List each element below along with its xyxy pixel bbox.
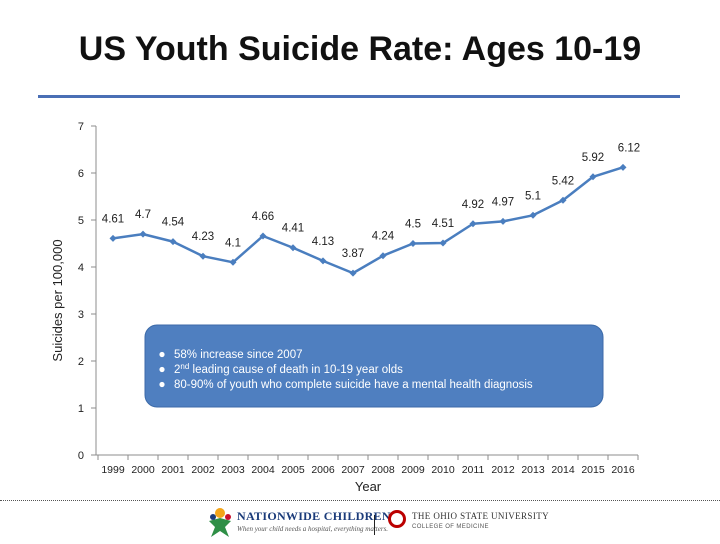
x-tick-label: 2010 <box>431 464 455 476</box>
data-point <box>259 232 267 240</box>
data-label: 4.66 <box>252 211 274 223</box>
y-tick-label: 4 <box>78 262 84 274</box>
x-tick-label: 2013 <box>521 464 545 476</box>
data-point <box>289 244 297 252</box>
data-label: 5.1 <box>525 190 541 202</box>
x-tick-label: 2014 <box>551 464 575 476</box>
y-tick-label: 6 <box>78 168 84 180</box>
data-point <box>619 163 627 171</box>
data-point <box>379 252 387 260</box>
data-label: 4.92 <box>462 199 484 211</box>
data-label: 4.13 <box>312 236 334 248</box>
data-point <box>319 257 327 265</box>
annotation-bullet-text: 80-90% of youth who complete suicide hav… <box>174 379 533 391</box>
data-label: 4.23 <box>192 231 214 243</box>
data-point <box>349 269 357 277</box>
x-tick-label: 2003 <box>221 464 245 476</box>
data-point <box>139 230 147 238</box>
data-label: 4.24 <box>372 231 395 243</box>
y-tick-label: 1 <box>78 403 84 415</box>
bullet-icon <box>159 381 165 388</box>
x-tick-label: 2011 <box>462 464 485 476</box>
title-underline <box>38 95 680 98</box>
ohio-state-subtitle: COLLEGE OF MEDICINE <box>412 524 489 530</box>
y-tick-label: 2 <box>78 356 84 368</box>
data-label: 4.1 <box>225 237 241 249</box>
data-label: 6.12 <box>618 142 640 154</box>
data-label: 3.87 <box>342 248 364 260</box>
x-tick-label: 2004 <box>251 464 275 476</box>
annotation-box <box>144 324 604 408</box>
data-point <box>589 173 597 181</box>
slide-title: US Youth Suicide Rate: Ages 10-19 <box>78 30 642 68</box>
data-label: 4.61 <box>102 213 124 225</box>
data-point <box>499 217 507 225</box>
ohio-state-logo: THE OHIO STATE UNIVERSITY COLLEGE OF MED… <box>388 508 549 538</box>
x-tick-label: 2016 <box>611 464 635 476</box>
data-label: 4.5 <box>405 219 421 231</box>
y-axis-title: Suicides per 100,000 <box>50 239 65 361</box>
x-tick-label: 2001 <box>161 464 185 476</box>
footer-divider <box>0 500 720 501</box>
x-tick-label: 2012 <box>491 464 515 476</box>
data-point <box>109 234 117 242</box>
data-label: 4.54 <box>162 217 185 229</box>
x-tick-label: 2002 <box>191 464 215 476</box>
x-tick-label: 2015 <box>581 464 605 476</box>
data-point <box>439 239 447 247</box>
data-label: 4.7 <box>135 209 151 221</box>
nationwide-childrens-logo: NATIONWIDE CHILDREN'S When your child ne… <box>205 505 401 539</box>
data-point <box>529 211 537 219</box>
y-tick-label: 0 <box>78 450 84 462</box>
nationwide-childrens-name: NATIONWIDE CHILDREN'S <box>237 509 402 523</box>
bullet-icon <box>159 351 165 358</box>
data-label: 4.51 <box>432 218 454 230</box>
y-tick-label: 5 <box>78 215 84 227</box>
data-point <box>229 258 237 266</box>
data-point <box>469 220 477 228</box>
logo-separator <box>374 515 375 535</box>
x-tick-label: 2008 <box>371 464 395 476</box>
nationwide-childrens-icon <box>209 508 231 537</box>
data-label: 4.41 <box>282 223 304 235</box>
x-axis-title: Year <box>355 479 382 494</box>
line-chart: 0 1 2 3 4 5 6 7 1999 2000 2001 2002 2003 2004 2005 2006… <box>50 121 640 494</box>
data-point <box>199 252 207 260</box>
series-line <box>112 166 624 275</box>
data-label: 5.42 <box>552 175 574 187</box>
ohio-state-icon <box>388 510 406 528</box>
data-point <box>409 240 417 247</box>
nationwide-childrens-tagline: When your child needs a hospital, everyt… <box>237 525 389 533</box>
x-tick-label: 2009 <box>401 464 425 476</box>
annotation-bullet-text: 58% increase since 2007 <box>174 349 303 361</box>
x-tick-label: 2007 <box>341 464 365 476</box>
data-label: 4.97 <box>492 196 514 208</box>
data-point <box>169 238 177 246</box>
annotation-bullet-text: 2nd leading cause of death in 10-19 year… <box>174 362 403 377</box>
y-tick-label: 3 <box>78 309 84 321</box>
data-point <box>559 196 567 204</box>
x-tick-label: 1999 <box>101 464 125 476</box>
x-tick-label: 2005 <box>281 464 305 476</box>
ohio-state-name: THE OHIO STATE UNIVERSITY <box>412 511 550 521</box>
data-label: 5.92 <box>582 152 604 164</box>
bullet-icon <box>159 366 165 373</box>
x-tick-label: 2000 <box>131 464 155 476</box>
x-tick-label: 2006 <box>311 464 335 476</box>
y-tick-label: 7 <box>78 121 84 133</box>
